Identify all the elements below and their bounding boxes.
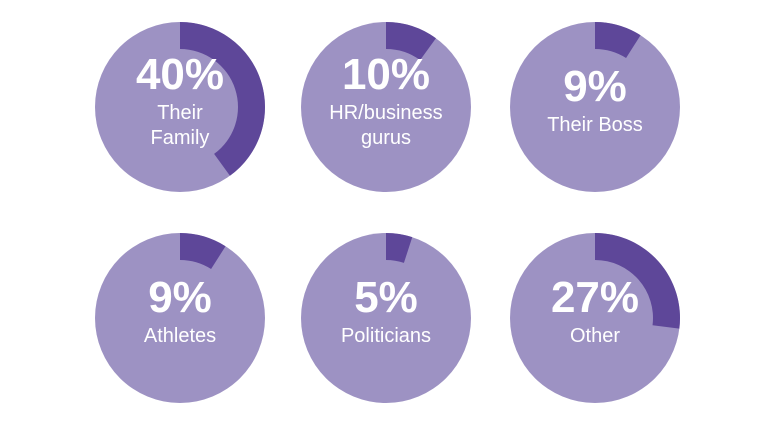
donut-value-label: 10% [342,50,430,99]
donut-category-label: gurus [361,127,411,149]
donut-chart-item: 10% HR/business gurus [301,22,471,192]
donut-category-label: Athletes [144,325,216,347]
donut-chart-item: 27% Other [510,233,681,403]
donut-base-circle [301,233,471,403]
donut-base-circle [95,233,265,403]
donut-value-label: 9% [148,273,212,322]
donut-value-segment [386,22,436,61]
donut-base-circle [301,22,471,192]
donut-chart-item: 9% Their Boss [510,22,680,192]
donut-chart-item: 9% Athletes [95,233,265,403]
donut-category-label: HR/business [329,102,442,124]
donut-value-segment [595,22,641,59]
donut-category-label: Other [570,325,620,347]
donut-category-label: Politicians [341,325,431,347]
donut-value-label: 5% [354,273,418,322]
donut-chart-item: 40% Their Family [95,22,265,192]
donut-category-label: Family [151,127,210,149]
donut-base-circle [510,22,680,192]
donut-value-segment [595,233,681,329]
donut-value-label: 27% [551,273,639,322]
donut-value-label: 9% [563,62,627,111]
donut-value-segment [180,233,226,270]
donut-value-label: 40% [136,50,224,99]
donut-value-segment [386,233,413,263]
donut-chart-item: 5% Politicians [301,233,471,403]
donut-category-label: Their Boss [547,114,643,136]
donut-category-label: Their [157,102,203,124]
donut-value-segment [180,22,265,176]
